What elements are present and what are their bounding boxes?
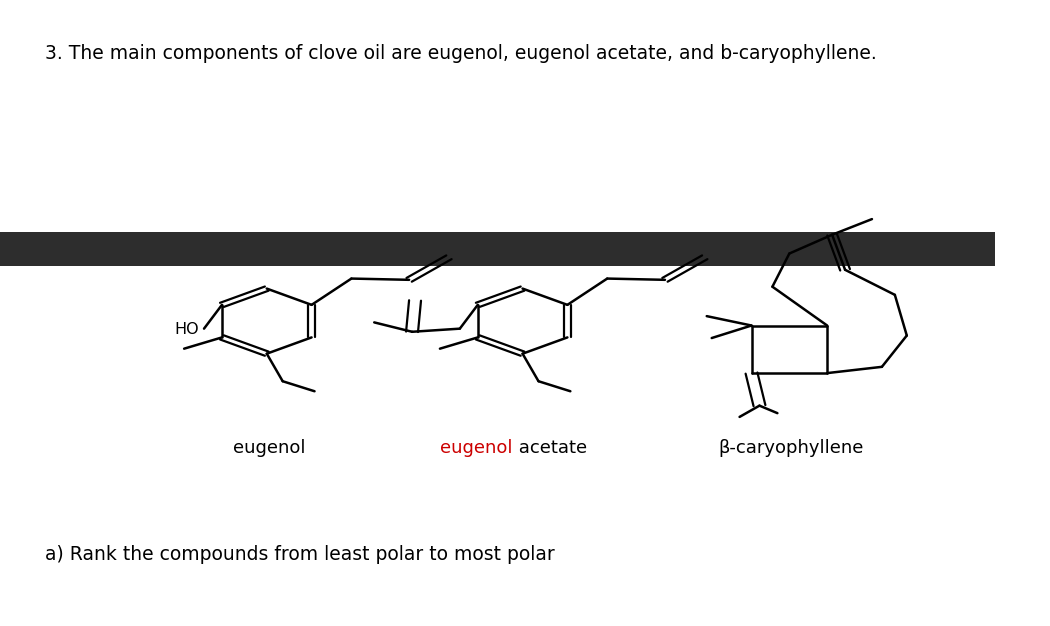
Text: a) Rank the compounds from least polar to most polar: a) Rank the compounds from least polar t… <box>45 545 554 563</box>
Text: 3. The main components of clove oil are eugenol, eugenol acetate, and b-caryophy: 3. The main components of clove oil are … <box>45 44 877 63</box>
FancyBboxPatch shape <box>0 232 995 266</box>
Text: acetate: acetate <box>512 439 587 456</box>
Text: eugenol: eugenol <box>232 439 304 456</box>
Text: eugenol: eugenol <box>440 439 512 456</box>
Text: HO: HO <box>174 322 200 337</box>
Text: β-caryophyllene: β-caryophyllene <box>718 439 864 456</box>
